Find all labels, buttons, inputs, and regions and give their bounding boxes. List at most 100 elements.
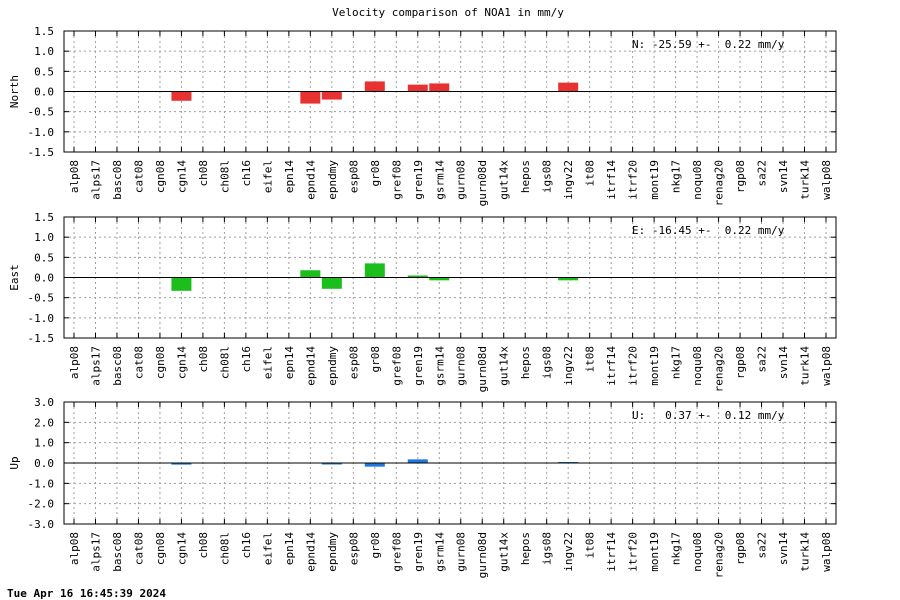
x-tick-label: ch08 <box>197 346 210 373</box>
x-tick-label: sa22 <box>756 160 769 187</box>
x-tick-label: sa22 <box>756 346 769 373</box>
x-tick-label: gr08 <box>369 346 382 373</box>
x-tick-label: ingv22 <box>562 346 575 386</box>
x-tick-label: cgn08 <box>154 532 167 565</box>
x-tick-label: it08 <box>584 160 597 187</box>
x-tick-label: noqu08 <box>691 346 704 386</box>
x-tick-label: eifel <box>261 346 274 379</box>
x-tick-label: eifel <box>261 532 274 565</box>
bar-gsrm14 <box>429 83 450 92</box>
x-tick-label: cgn14 <box>175 160 188 193</box>
x-tick-label: ch16 <box>240 160 253 187</box>
x-tick-label: ch08l <box>218 532 231 565</box>
x-tick-label: epnd14 <box>304 160 317 200</box>
plot-frame <box>63 30 837 153</box>
x-tick-label: cat08 <box>132 346 145 379</box>
x-tick-label: mont19 <box>648 160 661 200</box>
x-tick-label: epndmy <box>326 346 339 386</box>
x-tick-label: gut14x <box>498 532 511 572</box>
y-tick-label: 0.5 <box>34 65 54 78</box>
x-tick-label: itrf20 <box>627 160 640 200</box>
x-tick-label: epn14 <box>283 346 296 379</box>
x-tick-label: ch08l <box>218 346 231 379</box>
x-tick-label: cgn14 <box>175 346 188 379</box>
x-tick-label: ch08 <box>197 532 210 559</box>
bar-cgn14 <box>171 91 192 101</box>
panel-up: -3.0 -2.0 -1.0 0.0 1.0 2.0 3.0 alp08 alps17 basc0… <box>8 396 837 578</box>
x-tick-label: gsrm14 <box>433 532 446 572</box>
bar-gsrm14 <box>429 277 450 281</box>
x-tick-label: alps17 <box>89 346 102 386</box>
x-tick-label: rgp08 <box>734 160 747 193</box>
x-tick-label: alps17 <box>89 532 102 572</box>
x-tick-label: itrf14 <box>605 532 618 572</box>
x-tick-label: gref08 <box>390 532 403 572</box>
y-tick-label: -0.5 <box>28 292 55 305</box>
y-tick-label: -1.0 <box>28 126 55 139</box>
x-tick-label: itrf14 <box>605 346 618 386</box>
x-tick-label: svn14 <box>777 532 790 565</box>
x-tick-label: noqu08 <box>691 532 704 572</box>
x-tick-label: nkg17 <box>670 346 683 379</box>
velocity-annotation: N: -25.59 +- 0.22 mm/y <box>632 38 785 51</box>
x-tick-label: cat08 <box>132 160 145 193</box>
x-tick-label: ch08l <box>218 160 231 193</box>
velocity-annotation: U: 0.37 +- 0.12 mm/y <box>632 409 785 422</box>
bar-gren19 <box>407 84 428 92</box>
x-tick-label: cgn08 <box>154 346 167 379</box>
bar-ingv22 <box>558 82 579 92</box>
x-tick-label: gsrm14 <box>433 346 446 386</box>
x-tick-label: cgn08 <box>154 160 167 193</box>
x-tick-label: nkg17 <box>670 160 683 193</box>
x-tick-label: esp08 <box>347 160 360 193</box>
y-tick-label: -1.5 <box>28 332 55 345</box>
x-tick-label: it08 <box>584 346 597 373</box>
x-tick-label: alp08 <box>68 346 81 379</box>
x-tick-label: esp08 <box>347 346 360 379</box>
x-tick-label: hepos <box>519 346 532 379</box>
x-tick-label: epnd14 <box>304 532 317 572</box>
x-tick-label: it08 <box>584 532 597 559</box>
x-tick-label: ingv22 <box>562 160 575 200</box>
bar-gr08 <box>364 81 385 92</box>
x-tick-label: svn14 <box>777 346 790 379</box>
x-tick-label: ch16 <box>240 346 253 373</box>
x-tick-label: turk14 <box>799 346 812 386</box>
x-tick-label: gurn08d <box>476 346 489 392</box>
x-tick-label: gren19 <box>412 346 425 386</box>
y-tick-label: -1.5 <box>28 146 55 159</box>
x-tick-label: hepos <box>519 160 532 193</box>
x-tick-label: basc08 <box>111 160 124 200</box>
x-tick-label: renag20 <box>713 346 726 392</box>
x-tick-label: turk14 <box>799 160 812 200</box>
x-tick-label: mont19 <box>648 346 661 386</box>
y-tick-label: -2.0 <box>28 498 55 511</box>
x-tick-label: gr08 <box>369 532 382 559</box>
x-tick-label: basc08 <box>111 532 124 572</box>
y-tick-label: 3.0 <box>34 396 54 409</box>
x-tick-label: alps17 <box>89 160 102 200</box>
y-axis-label: North <box>8 75 21 108</box>
x-tick-label: itrf14 <box>605 160 618 200</box>
x-tick-label: cat08 <box>132 532 145 565</box>
x-tick-label: epndmy <box>326 532 339 572</box>
x-tick-label: eifel <box>261 160 274 193</box>
bar-cgn14 <box>171 463 192 465</box>
y-tick-label: 0.0 <box>34 272 54 285</box>
bar-gr08 <box>364 263 385 278</box>
bar-ingv22 <box>558 277 579 281</box>
x-tick-label: gref08 <box>390 346 403 386</box>
x-tick-label: ingv22 <box>562 532 575 572</box>
x-tick-label: ch08 <box>197 160 210 187</box>
x-tick-label: gurn08 <box>455 346 468 386</box>
y-tick-label: -3.0 <box>28 518 55 531</box>
bar-epnd14 <box>300 91 321 104</box>
x-tick-label: svn14 <box>777 160 790 193</box>
x-tick-label: gr08 <box>369 160 382 187</box>
y-tick-label: 0.5 <box>34 251 54 264</box>
timestamp: Tue Apr 16 16:45:39 2024 <box>7 587 166 600</box>
x-tick-label: hepos <box>519 532 532 565</box>
x-tick-label: igs08 <box>541 346 554 379</box>
x-tick-label: renag20 <box>713 160 726 206</box>
